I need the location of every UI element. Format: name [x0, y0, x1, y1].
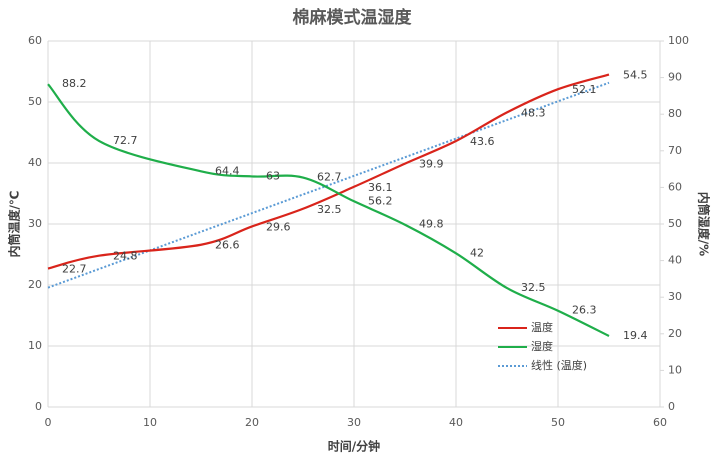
x-tick-label: 50	[551, 416, 565, 429]
y2-tick-label: 100	[668, 34, 689, 47]
y2-tick-label: 60	[668, 180, 682, 193]
data-label: 72.7	[113, 134, 138, 147]
y-tick-label: 40	[28, 156, 42, 169]
data-label: 42	[470, 246, 484, 259]
y-tick-label: 10	[28, 339, 42, 352]
y2-tick-label: 40	[668, 254, 682, 267]
trendline	[47, 81, 610, 289]
x-tick-label: 0	[45, 416, 52, 429]
y2-tick-label: 70	[668, 144, 682, 157]
data-label: 62.7	[317, 171, 342, 184]
x-tick-label: 20	[245, 416, 259, 429]
x-tick-label: 40	[449, 416, 463, 429]
data-label: 54.5	[623, 69, 648, 82]
data-label: 52.1	[572, 83, 597, 96]
y-tick-label: 0	[35, 400, 42, 413]
data-label: 22.7	[62, 263, 87, 276]
x-tick-label: 60	[653, 416, 667, 429]
legend-label: 温度	[531, 320, 553, 334]
data-label: 56.2	[368, 194, 393, 207]
y2-tick-label: 50	[668, 217, 682, 230]
y2-axis-label: 内筒湿度/%	[697, 192, 712, 256]
y-tick-label: 50	[28, 95, 42, 108]
data-label: 64.4	[215, 164, 240, 177]
y2-tick-label: 90	[668, 71, 682, 84]
data-label: 88.2	[62, 77, 87, 90]
series-line	[47, 83, 610, 337]
data-label: 32.5	[317, 203, 342, 216]
data-label: 19.4	[623, 329, 648, 342]
data-label: 63	[266, 169, 280, 182]
chart-title: 棉麻模式温湿度	[293, 7, 413, 28]
data-label: 49.8	[419, 218, 444, 231]
y2-tick-label: 10	[668, 363, 682, 376]
data-label: 32.5	[521, 281, 546, 294]
data-label: 43.6	[470, 135, 495, 148]
data-label: 24.8	[113, 250, 138, 263]
y-tick-label: 20	[28, 278, 42, 291]
x-axis-label: 时间/分钟	[328, 439, 380, 454]
legend-label: 线性 (温度)	[531, 358, 587, 372]
y2-tick-label: 30	[668, 290, 682, 303]
x-tick-label: 10	[143, 416, 157, 429]
data-label: 39.9	[419, 158, 444, 171]
data-label: 36.1	[368, 181, 393, 194]
y-tick-label: 30	[28, 217, 42, 230]
data-label: 26.3	[572, 304, 597, 317]
data-label: 29.6	[266, 220, 291, 233]
y-tick-label: 60	[28, 34, 42, 47]
series-line	[47, 73, 610, 270]
data-label: 26.6	[215, 239, 240, 252]
y2-tick-label: 20	[668, 327, 682, 340]
x-tick-label: 30	[347, 416, 361, 429]
data-label: 48.3	[521, 106, 546, 119]
y2-tick-label: 80	[668, 107, 682, 120]
legend-label: 湿度	[531, 339, 553, 353]
y-axis-label: 内筒温度/℃	[7, 191, 22, 258]
y2-tick-label: 0	[668, 400, 675, 413]
